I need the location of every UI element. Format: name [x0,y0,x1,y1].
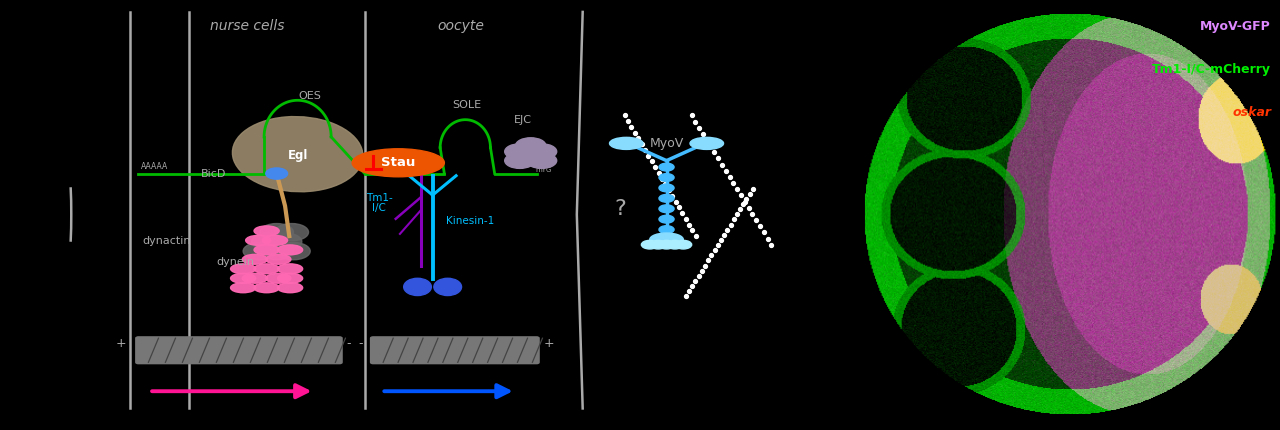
Ellipse shape [233,117,362,192]
Ellipse shape [434,279,462,296]
Ellipse shape [230,273,256,284]
Text: ?: ? [614,199,626,219]
Text: dynein: dynein [216,256,255,267]
Text: Kinesin-1: Kinesin-1 [445,215,494,226]
Circle shape [251,233,285,251]
Circle shape [526,144,557,160]
Ellipse shape [266,255,291,264]
FancyBboxPatch shape [371,337,539,364]
Ellipse shape [278,273,302,284]
Circle shape [650,241,667,249]
Text: nurse cells: nurse cells [210,19,284,33]
Circle shape [504,154,535,169]
Text: BicD: BicD [201,168,227,178]
Circle shape [275,224,308,241]
Circle shape [504,144,535,160]
Circle shape [260,224,293,241]
Ellipse shape [278,245,302,255]
Circle shape [516,138,545,154]
Ellipse shape [253,245,279,255]
Circle shape [667,241,684,249]
Text: AAAAA: AAAAA [141,162,168,171]
Circle shape [658,241,675,249]
Ellipse shape [278,264,302,274]
Text: oskar: oskar [1233,106,1271,119]
Text: +: + [543,336,554,349]
Text: MyoV: MyoV [649,136,684,149]
Ellipse shape [230,283,256,293]
Circle shape [659,174,675,182]
Ellipse shape [242,273,268,284]
Text: Tm1-
I/C: Tm1- I/C [366,193,393,213]
Ellipse shape [253,226,279,237]
Ellipse shape [246,236,271,246]
Text: MyoV-GFP: MyoV-GFP [1201,20,1271,33]
Ellipse shape [242,255,268,264]
Circle shape [659,226,675,234]
Ellipse shape [266,273,291,284]
Text: EJC: EJC [515,114,532,125]
Ellipse shape [262,236,288,246]
Circle shape [659,184,675,192]
FancyBboxPatch shape [136,337,342,364]
Text: -: - [347,336,351,349]
Text: mYG: mYG [535,167,552,173]
Text: oocyte: oocyte [438,19,485,33]
Ellipse shape [278,283,302,293]
Circle shape [659,195,675,203]
Text: Egl: Egl [288,149,307,162]
Circle shape [659,216,675,224]
Circle shape [266,169,288,180]
Ellipse shape [650,233,684,246]
Circle shape [659,164,675,172]
Circle shape [269,233,302,251]
Ellipse shape [230,264,256,274]
Text: +: + [115,336,125,349]
Ellipse shape [253,264,279,274]
Text: Tm1-I/C-mCherry: Tm1-I/C-mCherry [1152,63,1271,76]
Text: dynactin: dynactin [142,235,191,245]
Circle shape [526,154,557,169]
Circle shape [675,241,691,249]
Ellipse shape [253,283,279,293]
Ellipse shape [403,279,431,296]
Circle shape [659,206,675,213]
Text: OES: OES [298,91,321,101]
Text: -: - [358,336,364,349]
Ellipse shape [690,138,723,150]
Circle shape [641,241,658,249]
Ellipse shape [609,138,643,150]
Circle shape [260,243,293,260]
Ellipse shape [352,150,444,177]
Text: Stau: Stau [381,156,416,169]
Text: SOLE: SOLE [453,99,481,110]
Circle shape [276,243,310,260]
Circle shape [243,243,276,260]
